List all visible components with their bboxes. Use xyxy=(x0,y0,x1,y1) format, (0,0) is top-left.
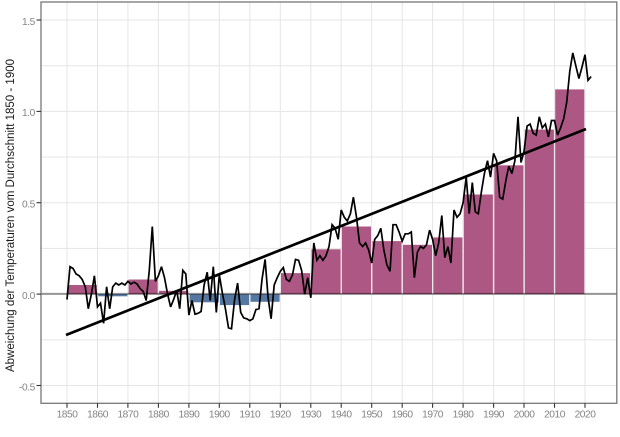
svg-text:1900: 1900 xyxy=(209,409,231,420)
svg-text:1970: 1970 xyxy=(422,409,444,420)
svg-text:1850: 1850 xyxy=(57,409,79,420)
svg-text:1.5: 1.5 xyxy=(22,17,36,28)
svg-text:1880: 1880 xyxy=(148,409,170,420)
svg-text:0.5: 0.5 xyxy=(22,200,36,211)
svg-text:1.0: 1.0 xyxy=(22,108,36,119)
svg-text:1890: 1890 xyxy=(178,409,200,420)
svg-text:Abweichung der Temperaturen vo: Abweichung der Temperaturen vom Durchsch… xyxy=(5,59,17,372)
svg-text:2020: 2020 xyxy=(575,409,597,420)
svg-text:1930: 1930 xyxy=(300,409,322,420)
svg-text:2000: 2000 xyxy=(514,409,536,420)
svg-text:1940: 1940 xyxy=(331,409,353,420)
svg-text:1960: 1960 xyxy=(392,409,414,420)
svg-text:1920: 1920 xyxy=(270,409,292,420)
svg-text:1910: 1910 xyxy=(239,409,261,420)
svg-text:2010: 2010 xyxy=(544,409,566,420)
svg-text:0.0: 0.0 xyxy=(22,291,36,302)
svg-text:-0.5: -0.5 xyxy=(19,382,36,393)
svg-text:1990: 1990 xyxy=(483,409,505,420)
svg-text:1870: 1870 xyxy=(117,409,139,420)
svg-text:1980: 1980 xyxy=(453,409,475,420)
svg-text:1860: 1860 xyxy=(87,409,109,420)
svg-text:1950: 1950 xyxy=(361,409,383,420)
